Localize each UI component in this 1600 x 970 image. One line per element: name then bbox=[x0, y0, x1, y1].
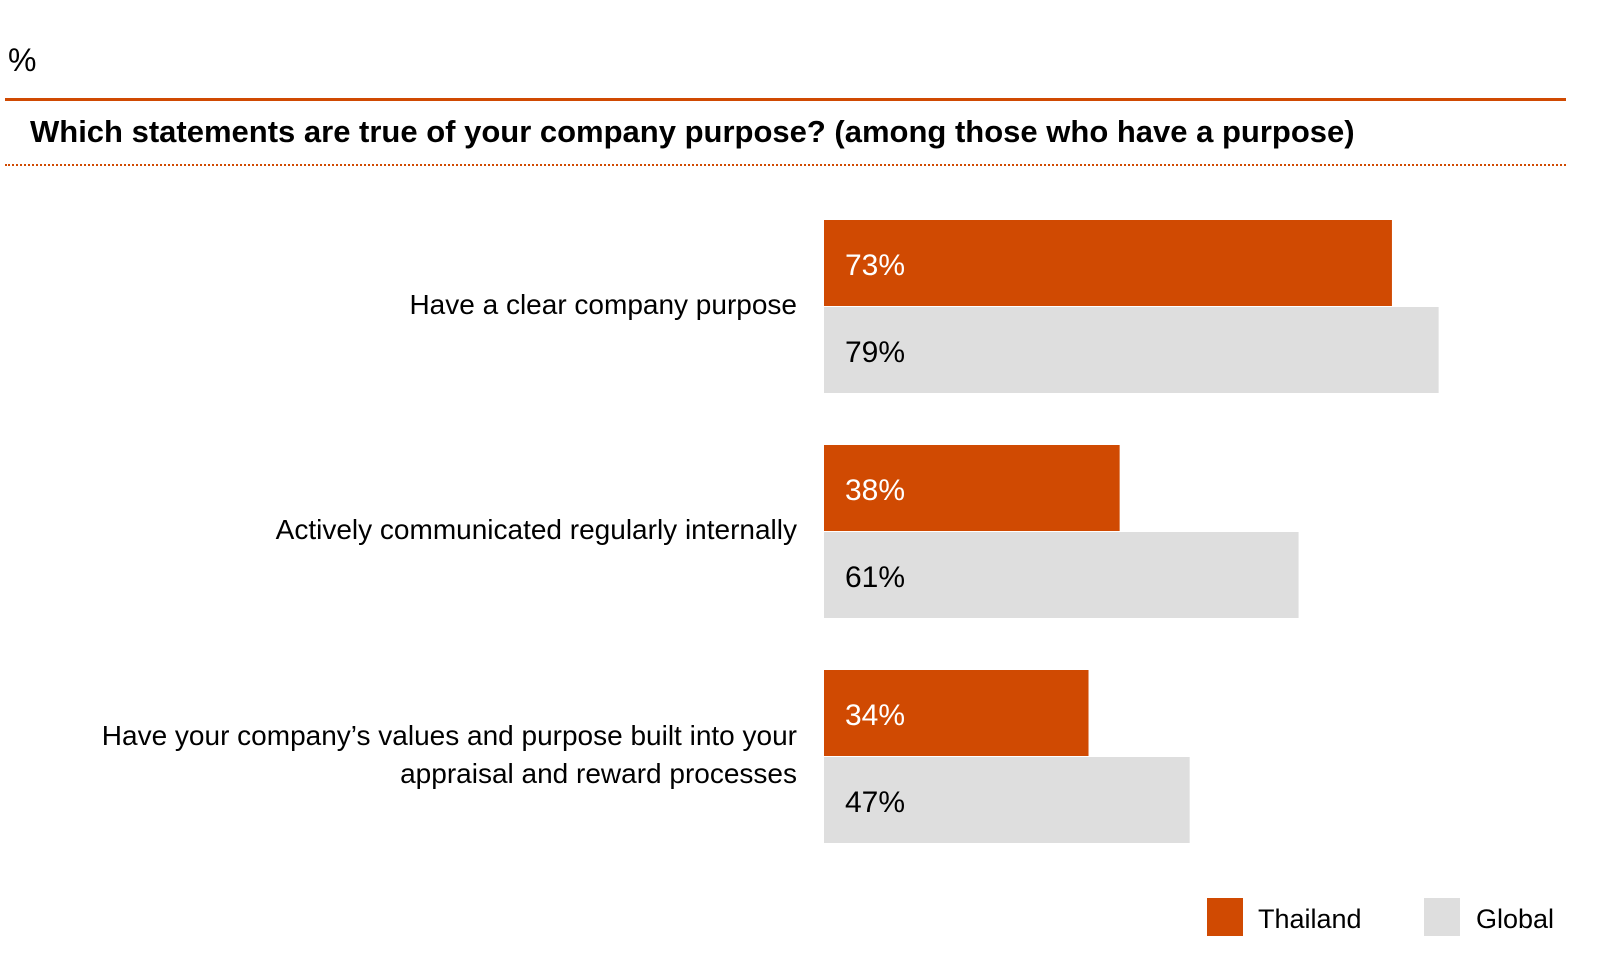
chart-title: Which statements are true of your compan… bbox=[30, 114, 1355, 149]
title-top-rule bbox=[5, 98, 1566, 101]
data-label-thailand: 38% bbox=[845, 474, 905, 507]
data-label-global: 47% bbox=[845, 786, 905, 819]
bar-global bbox=[824, 757, 1190, 843]
bar-thailand bbox=[824, 220, 1392, 306]
unit-label: % bbox=[8, 42, 37, 78]
bar-global bbox=[824, 532, 1299, 618]
bar-thailand bbox=[824, 445, 1120, 531]
data-label-thailand: 34% bbox=[845, 699, 905, 732]
category-label: Have your company’s values and purpose b… bbox=[101, 720, 797, 789]
legend-swatch-thailand bbox=[1207, 898, 1243, 936]
category-label: Have a clear company purpose bbox=[409, 289, 797, 320]
legend-swatch-global bbox=[1424, 898, 1460, 936]
category-label: Actively communicated regularly internal… bbox=[275, 514, 797, 545]
bar-thailand bbox=[824, 670, 1089, 756]
data-label-thailand: 73% bbox=[845, 249, 905, 282]
legend-label-thailand: Thailand bbox=[1258, 904, 1362, 934]
bar-global bbox=[824, 307, 1439, 393]
data-label-global: 79% bbox=[845, 336, 905, 369]
title-dotted-divider bbox=[5, 164, 1566, 166]
data-label-global: 61% bbox=[845, 561, 905, 594]
legend-label-global: Global bbox=[1476, 904, 1555, 934]
